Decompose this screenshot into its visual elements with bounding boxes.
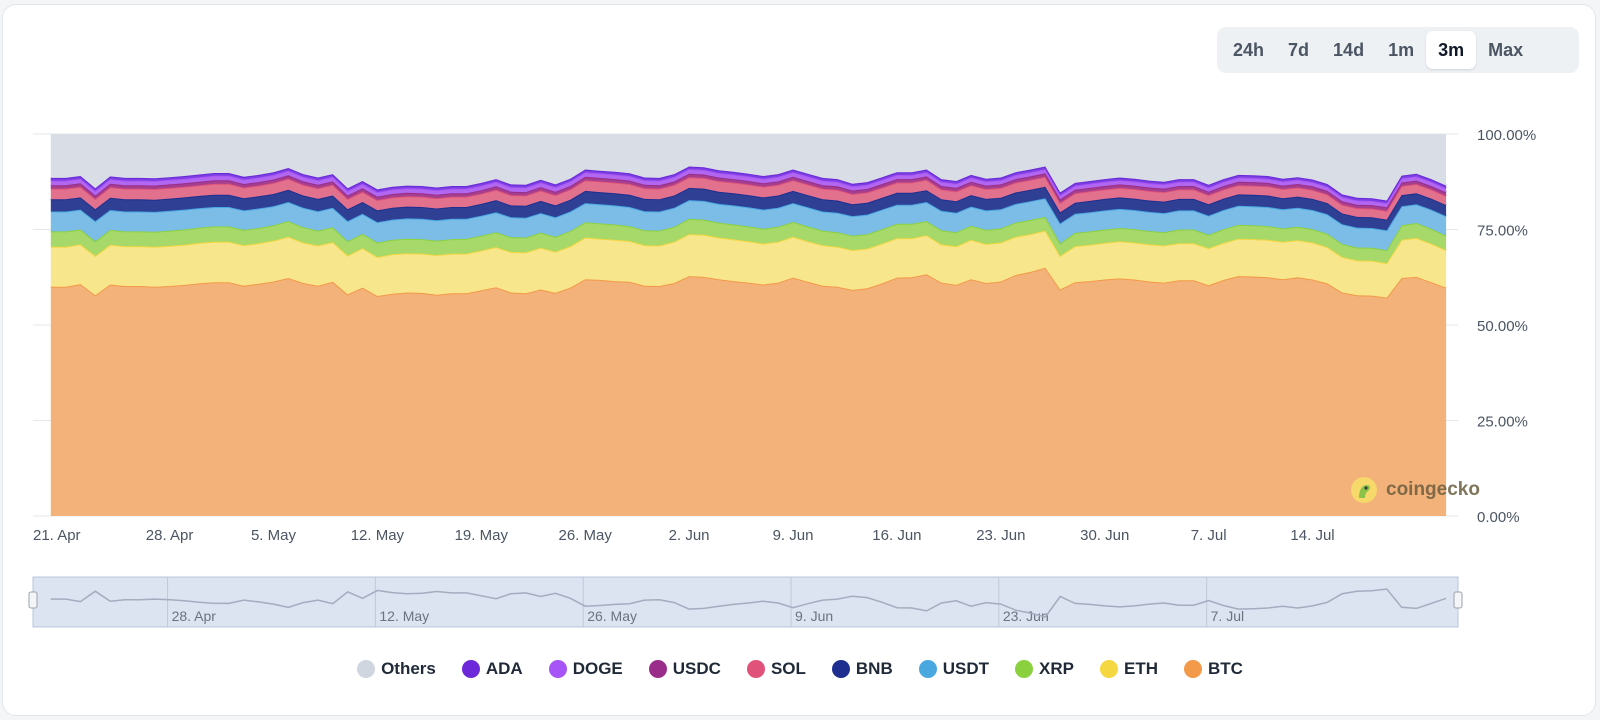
area-btc <box>50 267 1447 516</box>
y-tick-label: 25.00% <box>1477 414 1528 431</box>
legend-label: ETH <box>1123 659 1158 678</box>
legend-dot <box>648 660 667 678</box>
legend-item-usdc[interactable]: USDC <box>648 659 721 679</box>
legend-label: SOL <box>770 659 806 678</box>
legend-label: BTC <box>1207 659 1243 678</box>
range-24h-button[interactable]: 24h <box>1221 31 1276 69</box>
range-1m-button[interactable]: 1m <box>1376 31 1426 69</box>
legend-dot <box>831 660 850 678</box>
x-tick-label: 26. May <box>559 527 613 544</box>
legend-label: BNB <box>855 659 893 678</box>
range-max-button[interactable]: Max <box>1476 31 1535 69</box>
legend-label: USDC <box>672 659 721 678</box>
y-tick-label: 50.00% <box>1477 318 1528 335</box>
legend-item-xrp[interactable]: XRP <box>1015 659 1074 679</box>
y-tick-label: 0.00% <box>1477 509 1520 526</box>
navigator-tick-label: 9. Jun <box>795 608 833 624</box>
navigator-tick-label: 7. Jul <box>1211 608 1244 624</box>
x-tick-label: 2. Jun <box>669 527 710 544</box>
legend-dot <box>548 660 567 678</box>
x-tick-label: 12. May <box>351 527 405 544</box>
x-tick-label: 21. Apr <box>33 527 81 544</box>
legend-item-usdt[interactable]: USDT <box>918 659 990 679</box>
legend-dot <box>357 660 376 678</box>
area-others <box>50 134 1447 201</box>
navigator-tick-label: 26. May <box>587 608 637 624</box>
navigator-tick-label: 28. Apr <box>172 608 217 624</box>
x-tick-label: 23. Jun <box>976 527 1025 544</box>
watermark-text: coingecko <box>1386 479 1480 500</box>
legend-item-eth[interactable]: ETH <box>1099 659 1158 679</box>
area-eth <box>50 230 1447 298</box>
area-xrp <box>50 216 1447 264</box>
legend-label: DOGE <box>572 659 623 678</box>
area-series-group <box>50 134 1447 516</box>
time-range-selector: 24h 7d 14d 1m 3m Max <box>1217 27 1579 73</box>
x-tick-label: 5. May <box>251 527 297 544</box>
x-tick-label: 28. Apr <box>146 527 194 544</box>
x-tick-label: 30. Jun <box>1080 527 1129 544</box>
legend-item-doge[interactable]: DOGE <box>548 659 623 679</box>
x-tick-label: 9. Jun <box>773 527 814 544</box>
legend-dot <box>1183 660 1202 678</box>
legend-label: ADA <box>485 659 523 678</box>
y-tick-label: 100.00% <box>1477 127 1536 144</box>
coingecko-logo-icon <box>1351 477 1377 503</box>
range-14d-button[interactable]: 14d <box>1321 31 1376 69</box>
chart-legend: Others ADA DOGE USDC SOL BNB USDT XRP ETH BTC <box>0 654 1600 684</box>
x-tick-label: 14. Jul <box>1290 527 1334 544</box>
x-tick-label: 7. Jul <box>1191 527 1227 544</box>
navigator-tick-label: 12. May <box>379 608 429 624</box>
legend-dot <box>1015 660 1034 678</box>
legend-label: XRP <box>1039 659 1074 678</box>
area-usdt <box>50 198 1447 251</box>
navigator-series-line <box>50 588 1447 618</box>
legend-item-btc[interactable]: BTC <box>1183 659 1243 679</box>
legend-item-sol[interactable]: SOL <box>746 659 806 679</box>
range-3m-button[interactable]: 3m <box>1426 31 1477 69</box>
legend-label: USDT <box>942 659 990 678</box>
range-7d-button[interactable]: 7d <box>1276 31 1321 69</box>
legend-label: Others <box>381 659 436 678</box>
x-tick-label: 16. Jun <box>872 527 921 544</box>
y-tick-label: 75.00% <box>1477 223 1528 240</box>
legend-item-bnb[interactable]: BNB <box>831 659 893 679</box>
navigator-left-handle[interactable] <box>28 591 38 609</box>
legend-dot <box>1099 660 1118 678</box>
legend-dot <box>746 660 765 678</box>
navigator-tick-label: 23. Jun <box>1003 608 1049 624</box>
legend-item-ada[interactable]: ADA <box>461 659 523 679</box>
legend-dot <box>918 660 937 678</box>
legend-dot <box>461 660 480 678</box>
navigator-selection <box>32 576 1459 628</box>
coingecko-watermark: coingecko <box>1350 476 1480 504</box>
x-tick-label: 19. May <box>455 527 509 544</box>
navigator-right-handle[interactable] <box>1453 591 1463 609</box>
legend-item-others[interactable]: Others <box>357 659 436 679</box>
